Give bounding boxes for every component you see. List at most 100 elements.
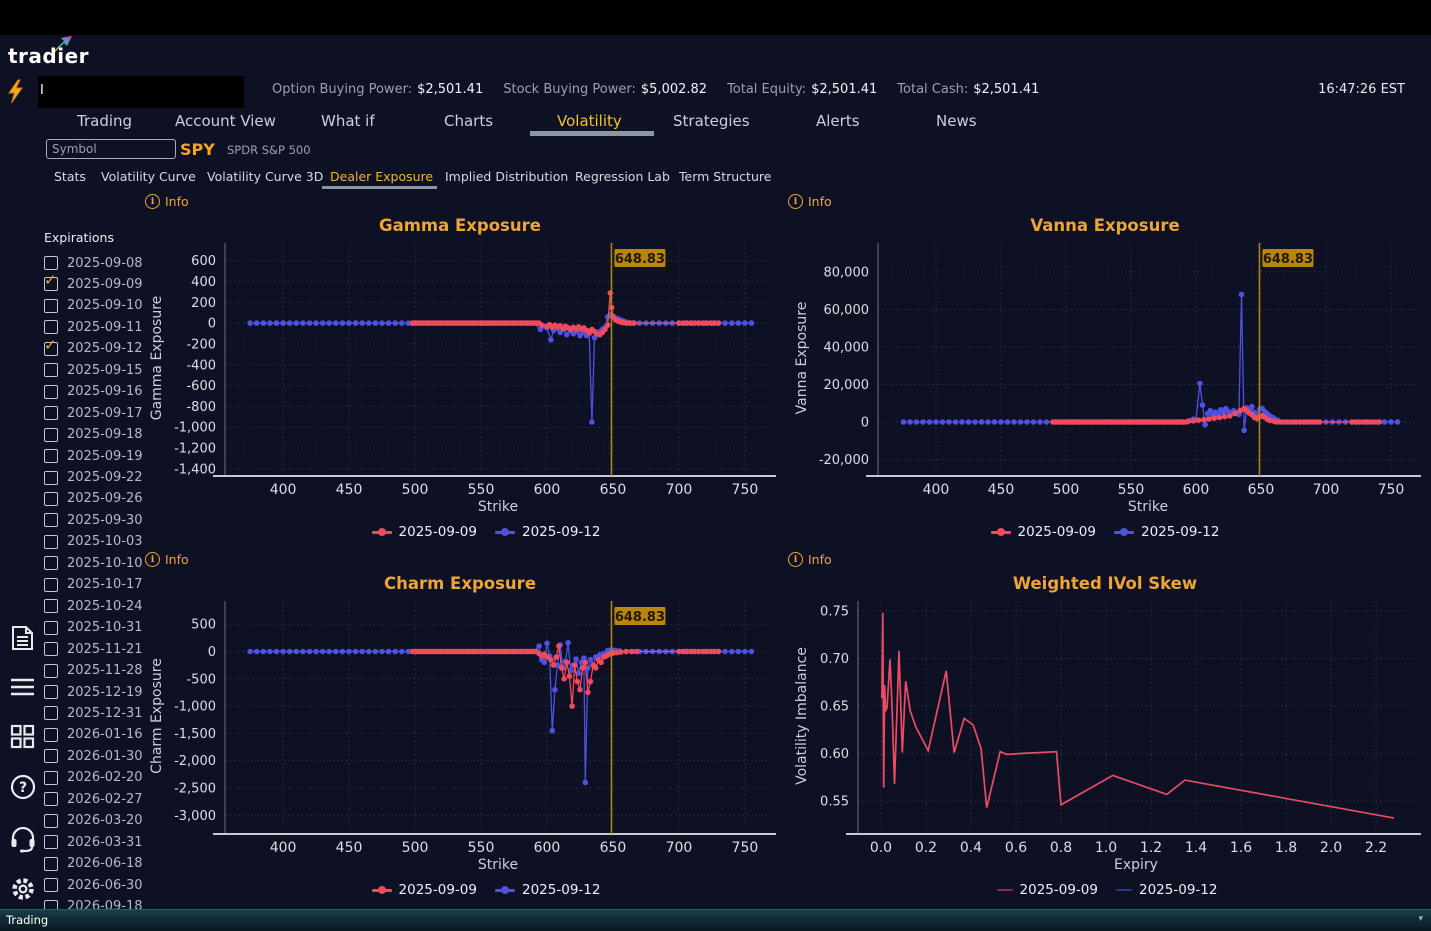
data-point: [1199, 402, 1206, 408]
subtab-stats[interactable]: Stats: [54, 169, 86, 184]
data-point: [715, 648, 722, 655]
data-point: [742, 648, 748, 655]
tab-trading[interactable]: Trading: [77, 112, 133, 130]
menu-icon[interactable]: [9, 676, 36, 702]
expiration-checkbox[interactable]: [44, 556, 58, 571]
x-tick-label: 1.4: [1185, 840, 1207, 856]
legend-entry[interactable]: 2025-09-09: [990, 524, 1096, 540]
tab-what-if[interactable]: What if: [321, 112, 375, 130]
expiration-checkbox[interactable]: [44, 470, 58, 485]
expiration-checkbox[interactable]: [44, 336, 58, 356]
support-headset-icon[interactable]: [9, 824, 37, 858]
subtab-term-structure[interactable]: Term Structure: [679, 169, 772, 184]
data-point: [1277, 419, 1284, 425]
info-button-gamma[interactable]: i Info: [145, 194, 189, 209]
expiration-checkbox[interactable]: [44, 298, 58, 313]
info-button-vanna[interactable]: i Info: [788, 194, 832, 209]
bottom-mode-selector[interactable]: Trading ▾: [0, 909, 1431, 931]
subtab-volatility-curve[interactable]: Volatility Curve: [101, 169, 196, 184]
expiration-checkbox[interactable]: [44, 384, 58, 399]
y-tick-label: 500: [191, 618, 216, 633]
subtab-regression-lab[interactable]: Regression Lab: [575, 169, 670, 184]
expiration-checkbox[interactable]: [44, 663, 58, 678]
expiration-checkbox[interactable]: [44, 749, 58, 764]
apps-grid-icon[interactable]: [9, 723, 36, 754]
expiration-checkbox[interactable]: [44, 685, 58, 699]
data-point: [628, 648, 635, 655]
chart-legend: 2025-09-09 2025-09-12: [226, 524, 746, 540]
expiration-checkbox[interactable]: [44, 878, 58, 893]
expiration-checkbox[interactable]: [44, 770, 58, 785]
expiration-checkbox[interactable]: [44, 271, 58, 292]
info-button-ivol[interactable]: i Info: [788, 552, 832, 567]
expiration-checkbox[interactable]: [44, 256, 58, 270]
price-label-text: 648.83: [615, 252, 665, 267]
tab-strategies[interactable]: Strategies: [673, 112, 750, 130]
clock: 16:47:26 EST: [1318, 82, 1405, 97]
expiration-checkbox[interactable]: [44, 706, 58, 721]
y-tick-label: 0: [208, 645, 216, 660]
data-point: [578, 659, 585, 666]
data-point: [1202, 422, 1208, 428]
subtab-implied-distribution[interactable]: Implied Distribution: [445, 169, 569, 184]
data-point: [300, 648, 306, 655]
expiration-checkbox[interactable]: [44, 856, 58, 871]
legend-label: 2025-09-12: [1141, 524, 1220, 540]
expiration-checkbox[interactable]: [44, 792, 58, 807]
tab-account-view[interactable]: Account View: [175, 112, 276, 130]
expiration-checkbox[interactable]: [44, 620, 58, 635]
expiration-checkbox[interactable]: [44, 534, 58, 549]
data-point: [1197, 380, 1203, 387]
tab-news[interactable]: News: [936, 112, 977, 130]
expiration-row: 2026-03-31: [44, 832, 143, 852]
data-point: [333, 648, 339, 655]
x-tick-label: 700: [666, 482, 693, 498]
settings-gear-icon[interactable]: [9, 875, 37, 907]
subtab-dealer-exposure[interactable]: Dealer Exposure: [330, 169, 434, 184]
tab-alerts[interactable]: Alerts: [816, 112, 860, 130]
expiration-checkbox[interactable]: [44, 491, 58, 506]
data-point: [1349, 419, 1355, 425]
legend-entry[interactable]: 2025-09-12: [1114, 524, 1219, 540]
legend-entry[interactable]: 2025-09-09: [371, 524, 477, 540]
data-point: [260, 320, 267, 326]
legend-entry[interactable]: 2025-09-12: [495, 524, 600, 540]
data-point: [1185, 418, 1191, 425]
expiration-checkbox[interactable]: [44, 642, 58, 657]
expiration-checkbox[interactable]: [44, 835, 58, 850]
expiration-checkbox[interactable]: [44, 320, 58, 335]
data-point: [280, 320, 286, 326]
news-icon[interactable]: [9, 624, 36, 656]
data-point: [372, 648, 379, 655]
tab-charts[interactable]: Charts: [444, 112, 494, 130]
tradier-logo[interactable]: tradier: [8, 36, 89, 68]
help-icon[interactable]: ?: [9, 773, 37, 805]
expiration-checkbox[interactable]: [44, 406, 58, 421]
legend-entry[interactable]: 2025-09-12: [1116, 882, 1217, 898]
expiration-checkbox[interactable]: [44, 599, 58, 614]
legend-entry[interactable]: 2025-09-12: [495, 882, 600, 898]
expiration-checkbox[interactable]: [44, 727, 58, 742]
expiration-checkbox[interactable]: [44, 813, 58, 828]
expiration-checkbox[interactable]: [44, 513, 58, 528]
tab-volatility[interactable]: Volatility: [557, 112, 622, 130]
expiration-checkbox[interactable]: [44, 363, 58, 378]
legend-entry[interactable]: 2025-09-09: [996, 882, 1098, 898]
info-button-charm[interactable]: i Info: [145, 552, 189, 567]
expiration-checkbox[interactable]: [44, 577, 58, 592]
expiration-checkbox[interactable]: [44, 427, 58, 442]
expiration-label: 2025-09-22: [67, 470, 143, 485]
symbol-input[interactable]: [46, 139, 176, 159]
data-point: [537, 326, 544, 333]
y-tick-label: 40,000: [824, 341, 870, 356]
expiration-checkbox[interactable]: [44, 449, 58, 464]
subtab-volatility-curve-3d[interactable]: Volatility Curve 3D: [207, 169, 324, 184]
data-point: [748, 320, 755, 326]
legend-entry[interactable]: 2025-09-09: [371, 882, 477, 898]
active-tab-underline: [530, 131, 654, 136]
y-tick-label: -600: [186, 379, 216, 394]
data-point: [1195, 417, 1202, 424]
data-point: [1238, 291, 1245, 298]
info-icon: i: [788, 194, 803, 209]
